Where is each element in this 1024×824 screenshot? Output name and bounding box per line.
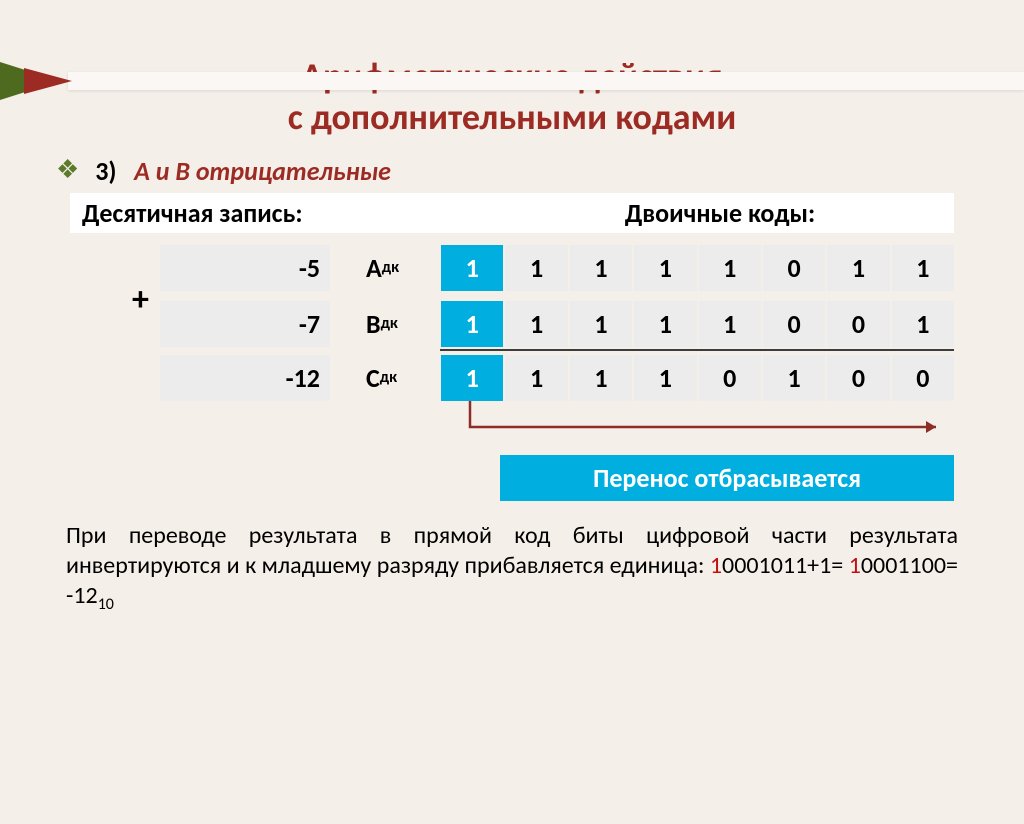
- carry-arrow: [70, 403, 954, 447]
- bits-a: 1 1 1 1 1 0 1 1: [441, 245, 954, 291]
- decor-arrow-red: [24, 68, 72, 94]
- row-c: -12 Сдк 1 1 1 1 0 1 0 0: [70, 355, 954, 401]
- bit: 1: [892, 245, 954, 291]
- bit: 1: [634, 355, 696, 401]
- header-decimal: Десятичная запись:: [70, 197, 440, 229]
- header-decor: [0, 60, 1024, 102]
- bit: 0: [699, 355, 761, 401]
- code-a: Адк: [366, 245, 441, 291]
- sum-line: [440, 349, 954, 351]
- data-rows: + -5 Адк 1 1 1 1 1 0 1 1 -7 Вдк 1: [70, 245, 954, 501]
- carry-label: Перенос отбрасывается: [500, 455, 954, 501]
- decor-line: [68, 72, 1024, 90]
- title-line2: с дополнительными кодами: [0, 97, 1024, 138]
- case-label: А и В отрицательные: [122, 155, 391, 187]
- bit: 1: [763, 355, 825, 401]
- bit: 1: [827, 245, 889, 291]
- row-a: + -5 Адк 1 1 1 1 1 0 1 1: [70, 245, 954, 291]
- dec-a: -5: [160, 245, 330, 291]
- dec-c: -12: [160, 355, 330, 401]
- bit: 1: [634, 301, 696, 347]
- bits-c: 1 1 1 1 0 1 0 0: [441, 355, 954, 401]
- bit: 1: [441, 245, 503, 291]
- bit: 1: [570, 301, 632, 347]
- plus-col: +: [70, 245, 160, 291]
- code-b: Вдк: [366, 301, 441, 347]
- bit: 1: [570, 355, 632, 401]
- bit: 1: [505, 355, 567, 401]
- bit: 1: [699, 301, 761, 347]
- bit: 1: [505, 245, 567, 291]
- row-b: -7 Вдк 1 1 1 1 1 0 0 1: [70, 301, 954, 347]
- bit: 1: [441, 301, 503, 347]
- bit: 1: [505, 301, 567, 347]
- bit: 1: [699, 245, 761, 291]
- code-c: Сдк: [366, 355, 441, 401]
- table-header: Десятичная запись: Двоичные коды:: [70, 193, 954, 233]
- bit: 1: [441, 355, 503, 401]
- bit: 1: [892, 301, 954, 347]
- explanation-text: При переводе результата в прямой код бит…: [66, 521, 958, 615]
- bit: 0: [827, 301, 889, 347]
- arrow-icon: [436, 397, 956, 447]
- header-binary: Двоичные коды:: [440, 197, 954, 229]
- carry-row: Перенос отбрасывается: [70, 455, 954, 501]
- bit: 0: [763, 245, 825, 291]
- bit: 0: [892, 355, 954, 401]
- bullet-icon: ❖: [56, 153, 79, 185]
- bit: 1: [570, 245, 632, 291]
- case-number: 3): [95, 155, 116, 187]
- dec-b: -7: [160, 301, 330, 347]
- case-line: ❖ 3) А и В отрицательные: [56, 153, 1024, 187]
- bit: 0: [827, 355, 889, 401]
- bit: 1: [634, 245, 696, 291]
- bits-b: 1 1 1 1 1 0 0 1: [441, 301, 954, 347]
- bit: 0: [763, 301, 825, 347]
- table-area: Десятичная запись: Двоичные коды: + -5 А…: [70, 193, 954, 501]
